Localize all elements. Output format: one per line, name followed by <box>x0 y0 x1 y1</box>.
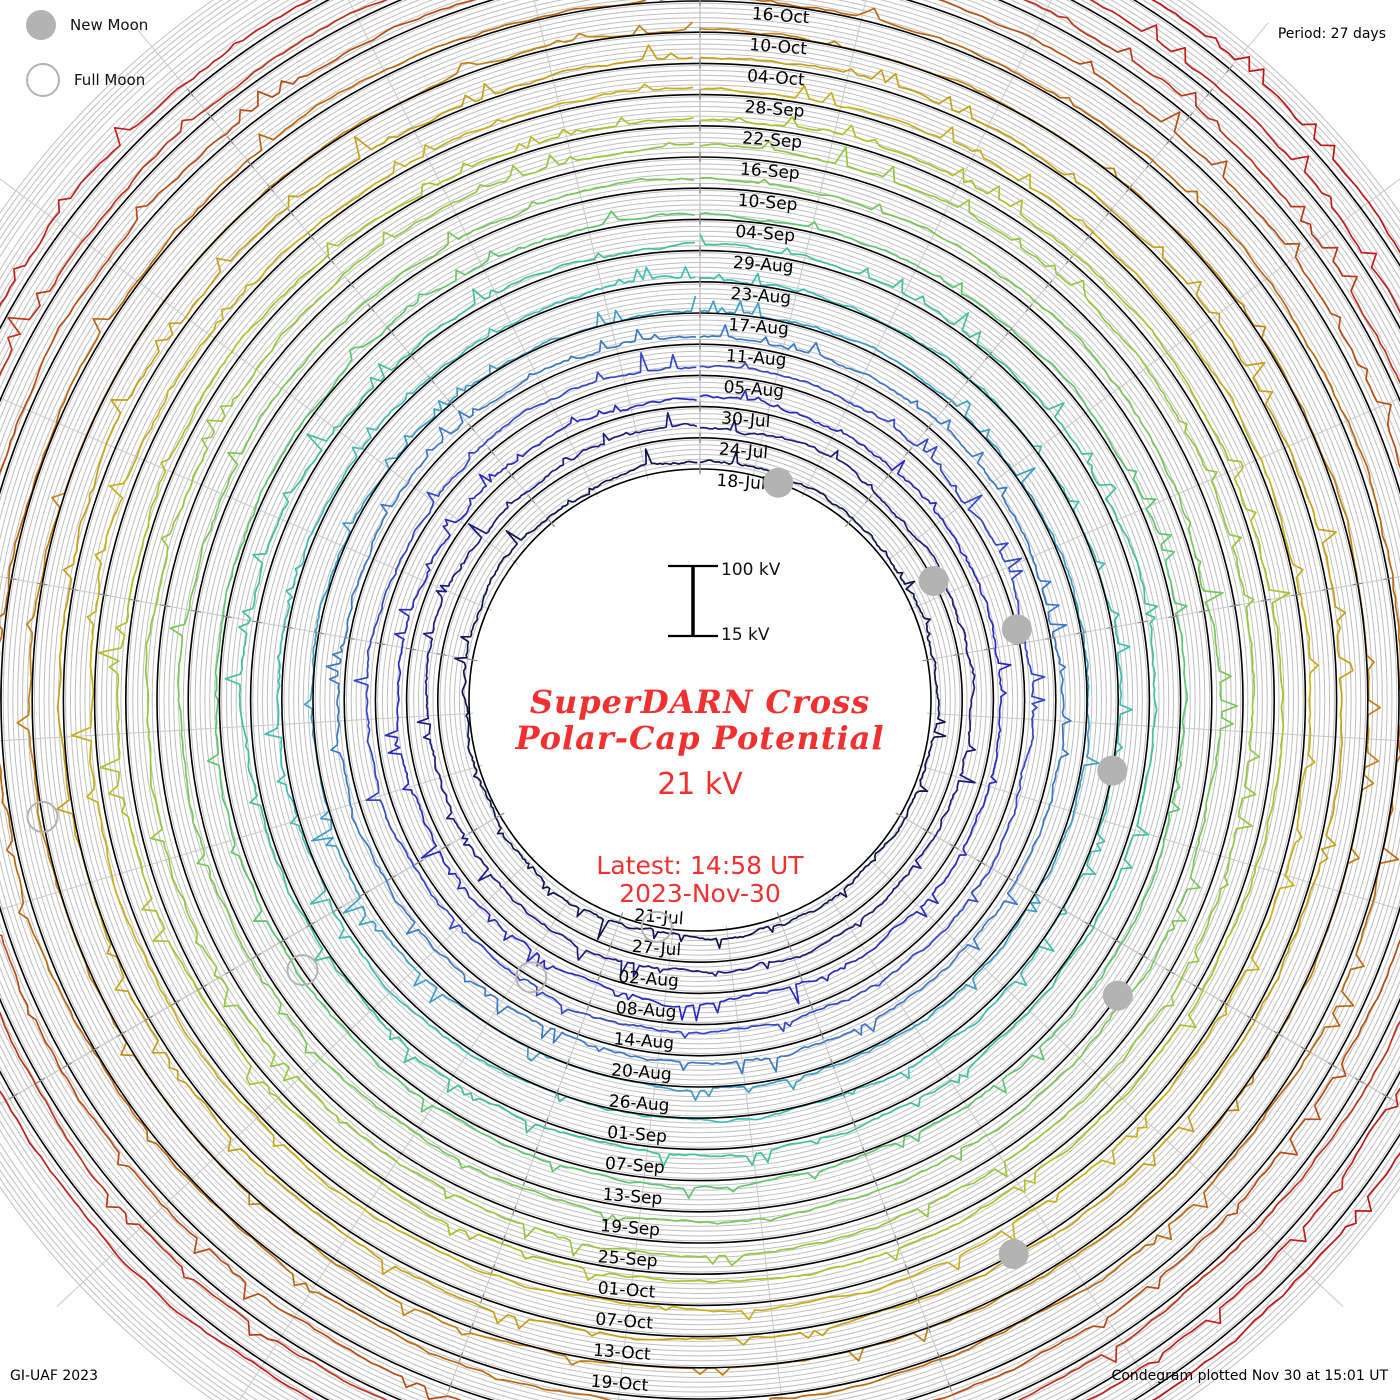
ring-mid-date-label: 02-Aug <box>618 967 680 992</box>
scale-min-label: 15 kV <box>721 625 770 645</box>
ring-mid-date-label: 01-Oct <box>597 1278 656 1302</box>
ring-start-date-label: 22-Sep <box>742 128 803 152</box>
legend-new-moon: New Moon <box>26 10 148 40</box>
ring-start-date-label: 30-Jul <box>720 408 771 432</box>
ring-mid-date-label: 01-Sep <box>607 1123 668 1147</box>
full-moon-marker <box>286 954 319 987</box>
new-moon-marker <box>918 566 949 596</box>
ring-mid-date-label: 19-Sep <box>600 1216 661 1240</box>
new-moon-marker <box>1102 980 1133 1011</box>
new-moon-marker <box>1001 614 1032 645</box>
new-moon-marker <box>1097 755 1128 786</box>
new-moon-icon <box>26 10 56 40</box>
full-moon-marker <box>515 961 548 994</box>
ring-start-date-label: 04-Sep <box>735 222 796 246</box>
ring-mid-date-label: 25-Sep <box>597 1247 658 1271</box>
ring-mid-date-label: 13-Sep <box>602 1185 663 1209</box>
ring-mid-date-label: 26-Aug <box>608 1091 670 1116</box>
ring-start-date-label: 24-Jul <box>718 440 769 464</box>
full-moon-icon <box>26 63 60 97</box>
ring-mid-date-label: 07-Oct <box>595 1310 654 1334</box>
scale-max-label: 100 kV <box>721 560 781 580</box>
ring-mid-date-label: 08-Aug <box>615 998 677 1023</box>
ring-start-date-label: 16-Sep <box>739 160 800 184</box>
ring-mid-date-label: 14-Aug <box>613 1029 675 1054</box>
ring-start-date-label: 18-Jul <box>716 471 767 495</box>
credit-label: GI-UAF 2023 <box>10 1368 98 1384</box>
full-moon-marker <box>640 910 673 943</box>
ring-start-date-label: 17-Aug <box>728 315 790 340</box>
ring-start-date-label: 04-Oct <box>746 66 805 90</box>
legend-full-moon: Full Moon <box>26 63 145 97</box>
ring-start-date-label: 05-Aug <box>723 377 785 402</box>
plotted-timestamp: Condegram plotted Nov 30 at 15:01 UT <box>1111 1368 1388 1384</box>
ring-mid-date-label: 20-Aug <box>610 1060 672 1085</box>
full-moon-marker <box>26 800 59 833</box>
ring-start-date-label: 10-Sep <box>737 191 798 215</box>
ring-mid-date-label: 27-Jul <box>631 937 682 961</box>
full-moon-label: Full Moon <box>74 71 146 89</box>
period-label: Period: 27 days <box>1277 26 1386 42</box>
ring-mid-date-label: 13-Oct <box>592 1341 651 1365</box>
new-moon-marker <box>998 1239 1029 1269</box>
new-moon-marker <box>763 467 794 498</box>
ring-mid-date-label: 07-Sep <box>604 1154 665 1178</box>
ring-start-date-label: 29-Aug <box>732 253 794 278</box>
new-moon-label: New Moon <box>70 16 149 34</box>
ring-mid-date-label: 19-Oct <box>590 1372 649 1396</box>
ring-start-date-label: 16-Oct <box>751 4 810 28</box>
ring-start-date-label: 11-Aug <box>725 346 787 371</box>
ring-start-date-label: 10-Oct <box>749 35 808 59</box>
ring-start-date-label: 28-Sep <box>744 97 805 121</box>
ring-start-date-label: 23-Aug <box>730 284 792 309</box>
